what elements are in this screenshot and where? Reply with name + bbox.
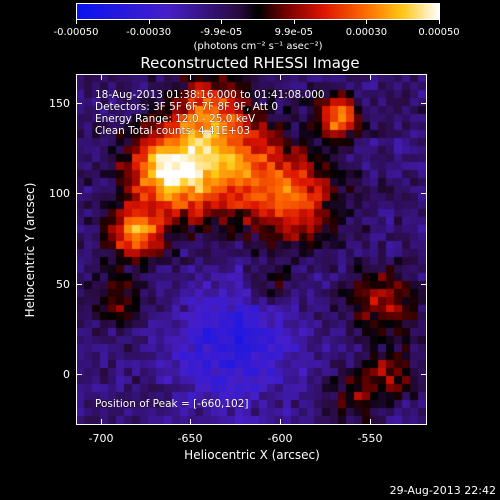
timestamp: 29-Aug-2013 22:42 [389,484,496,497]
axis-tick [101,419,102,425]
y-axis-label: Heliocentric Y (arcsec) [23,182,37,318]
peak-position: Position of Peak = [-660,102] [95,398,249,410]
colorbar-tick-label: -9.9e-05 [200,27,243,38]
annotation-energy: Energy Range: 12.0 - 25.0 keV [95,113,256,125]
axis-tick [421,284,427,285]
axis-tick [280,74,281,80]
plot-frame: 18-Aug-2013 01:38:16.000 to 01:41:08.000… [76,74,427,425]
axis-tick [76,103,82,104]
rhessi-image [77,75,426,424]
axis-tick [421,103,427,104]
colorbar-tick-label: 0.00050 [418,27,460,38]
colorbar-tick [366,20,368,24]
y-tick-label: 50 [56,278,70,291]
colorbar-tick [221,20,223,24]
x-tick-label: -600 [267,432,293,445]
axis-tick [421,193,427,194]
axis-tick [280,419,281,425]
colorbar-tick-label: -0.00050 [53,27,99,38]
colorbar-tick [293,20,295,24]
axis-tick [76,284,82,285]
y-tick-label: 150 [49,97,70,110]
colorbar-tick-label: -0.00030 [126,27,172,38]
axis-tick [190,74,191,80]
axis-tick [421,374,427,375]
x-tick-label: -550 [357,432,383,445]
colorbar-unit: (photons cm⁻² s⁻¹ asec⁻²) [193,41,323,52]
x-tick-label: -700 [88,432,114,445]
colorbar-tick [439,20,440,24]
colorbar-tick-label: 0.00030 [345,27,388,38]
axis-tick [370,419,371,425]
x-axis-label: Heliocentric X (arcsec) [184,448,320,462]
y-tick-label: 100 [49,187,70,200]
colorbar [76,3,440,20]
axis-tick [190,419,191,425]
y-tick-label: 0 [63,368,70,381]
axis-tick [370,74,371,80]
plot-title: Reconstructed RHESSI Image [140,54,360,72]
annotation-detectors: Detectors: 3F 5F 6F 7F 8F 9F, Att 0 [95,101,279,113]
x-tick-label: -650 [177,432,203,445]
axis-tick [76,193,82,194]
colorbar-tick-label: 9.9e-05 [274,27,313,38]
annotation-counts: Clean Total counts: 4.41E+03 [95,125,251,137]
axis-tick [101,74,102,80]
colorbar-tick [76,20,77,24]
colorbar-tick [148,20,150,24]
annotation-time: 18-Aug-2013 01:38:16.000 to 01:41:08.000 [95,89,325,101]
axis-tick [76,374,82,375]
